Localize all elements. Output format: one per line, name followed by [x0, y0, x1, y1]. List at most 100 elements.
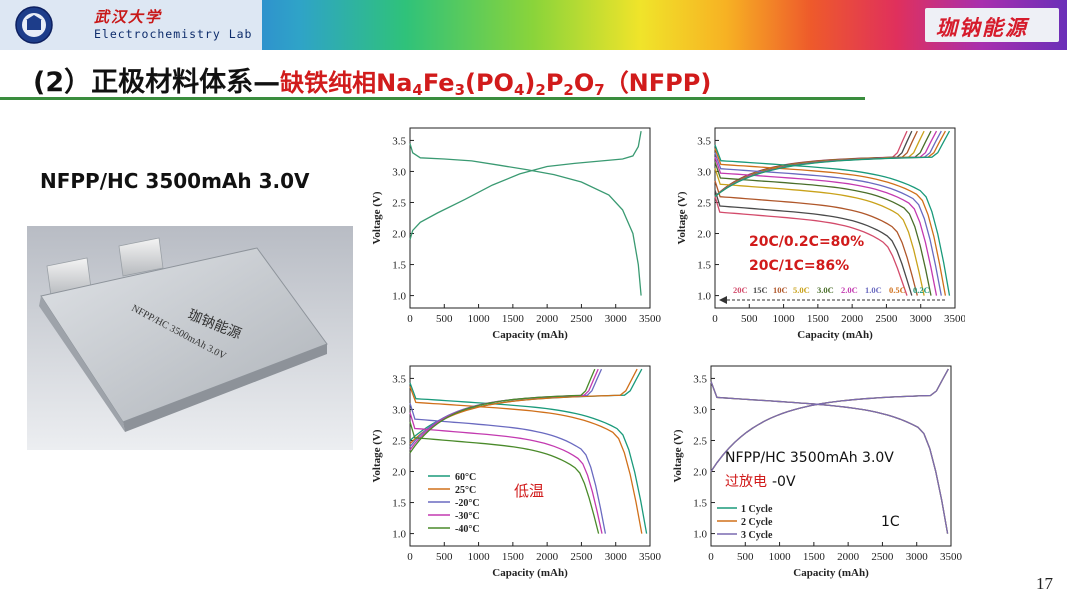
- discharge-3.0C: [714, 161, 932, 296]
- plot-frame: [710, 365, 952, 547]
- discharge-25°C: [409, 386, 643, 534]
- x-tick-label: 3000: [906, 551, 929, 563]
- y-tick-label: 3.5: [392, 135, 406, 147]
- rate-label: 2.0C: [841, 285, 858, 295]
- x-axis-label: Capacity (mAh): [492, 567, 568, 579]
- legend-label: 2 Cycle: [741, 517, 773, 528]
- y-tick-label: 1.0: [392, 529, 406, 541]
- rate-label: 15C: [753, 285, 768, 295]
- charge-3 Cycle: [710, 368, 949, 472]
- series-line-2: [409, 143, 642, 296]
- y-tick-label: 2.0: [392, 467, 406, 479]
- y-tick-label: 1.5: [392, 498, 406, 510]
- x-tick-label: 3000: [605, 551, 628, 563]
- slide-title: (2）正极材料体系—缺铁纯相Na4Fe3(PO4)2P2O7（NFPP): [33, 60, 711, 99]
- rate-label: 3.0C: [817, 285, 834, 295]
- y-tick-label: 2.0: [392, 229, 406, 241]
- y-axis-label: Voltage (V): [676, 191, 688, 244]
- cell-spec-label: NFPP/HC 3500mAh 3.0V: [725, 450, 894, 466]
- y-tick-label: 3.0: [693, 404, 707, 416]
- y-tick-label: 2.5: [693, 435, 707, 447]
- y-tick-label: 1.5: [693, 498, 707, 510]
- x-tick-label: 2500: [570, 551, 593, 563]
- discharge-60°C: [409, 382, 648, 534]
- x-tick-label: 2500: [570, 313, 593, 325]
- x-tick-label: 2000: [841, 313, 864, 325]
- discharge-0.2C: [714, 144, 951, 296]
- battery-photo: 珈钠能源 NFPP/HC 3500mAh 3.0V: [27, 226, 353, 450]
- legend-label: 1 Cycle: [741, 504, 773, 515]
- university-seal-icon: [15, 6, 53, 44]
- rate-label: 1C: [881, 514, 900, 530]
- x-tick-label: 2000: [536, 551, 559, 563]
- x-tick-label: 3000: [605, 313, 628, 325]
- x-tick-label: 3500: [639, 313, 662, 325]
- over-discharge-voltage: -0V: [772, 474, 796, 490]
- rate-arrow-head: [719, 296, 727, 304]
- charge-0.2C: [714, 130, 951, 197]
- plot-frame: [409, 127, 651, 309]
- brand-logo: 珈钠能源: [936, 16, 1028, 40]
- x-tick-label: 3500: [944, 313, 965, 325]
- legend-label: 3 Cycle: [741, 530, 773, 541]
- x-tick-label: 0: [712, 313, 718, 325]
- y-tick-label: 1.0: [697, 291, 711, 303]
- title-prefix: (2）正极材料体系—: [33, 67, 281, 98]
- discharge--30°C: [409, 412, 603, 534]
- y-tick-label: 3.0: [697, 166, 711, 178]
- x-tick-label: 1500: [807, 313, 830, 325]
- plot-frame: [714, 127, 956, 309]
- x-axis-label: Capacity (mAh): [492, 329, 568, 341]
- x-tick-label: 1000: [468, 313, 491, 325]
- chart-voltage-profile: 0 500 1000 1500 2000 2500 3000 3500 1.0 1.5 2.0 2.5…: [371, 127, 662, 341]
- discharge-1.0C: [714, 152, 942, 296]
- discharge--20°C: [409, 403, 607, 534]
- x-tick-label: 2000: [536, 313, 559, 325]
- page-number: 17: [1036, 574, 1053, 593]
- y-tick-label: 3.0: [392, 404, 406, 416]
- legend-label: -40°C: [455, 524, 480, 535]
- x-tick-label: 500: [436, 551, 453, 563]
- legend-label: -20°C: [455, 498, 480, 509]
- x-tick-label: 500: [741, 313, 758, 325]
- logo-area: 武汉大学 Electrochemistry Lab: [0, 0, 262, 50]
- cell-spec: NFPP/HC 3500mAh 3.0V: [40, 169, 310, 193]
- charge--20°C: [409, 368, 603, 448]
- x-tick-label: 0: [407, 313, 413, 325]
- over-discharge-label: 过放电: [725, 474, 767, 490]
- discharge-10C: [714, 180, 918, 296]
- y-tick-label: 1.5: [697, 260, 711, 272]
- y-axis-label: Voltage (V): [672, 429, 684, 482]
- legend-label: -30°C: [455, 511, 480, 522]
- y-axis-label: Voltage (V): [371, 429, 383, 482]
- legend-label: 60°C: [455, 472, 476, 483]
- x-tick-label: 2000: [837, 551, 860, 563]
- legend-label: 25°C: [455, 485, 476, 496]
- discharge-3 Cycle: [710, 381, 949, 534]
- charge--30°C: [409, 368, 599, 451]
- discharge-20C: [714, 196, 908, 296]
- rate-label: 0.5C: [889, 285, 906, 295]
- rate-label: 10C: [773, 285, 788, 295]
- y-tick-label: 2.0: [693, 467, 707, 479]
- discharge--40°C: [409, 421, 600, 534]
- discharge-5.0C: [714, 168, 925, 296]
- rate-ratio-2: 20C/1C=86%: [749, 258, 849, 274]
- x-tick-label: 0: [708, 551, 714, 563]
- x-tick-label: 2500: [871, 551, 894, 563]
- x-tick-label: 3000: [910, 313, 933, 325]
- x-tick-label: 1500: [803, 551, 826, 563]
- y-tick-label: 1.5: [392, 260, 406, 272]
- rate-label: 20C: [733, 285, 748, 295]
- y-tick-label: 3.5: [697, 135, 711, 147]
- low-temp-label: 低温: [514, 482, 544, 500]
- y-tick-label: 2.5: [392, 197, 406, 209]
- rate-label: 1.0C: [865, 285, 882, 295]
- x-tick-label: 500: [436, 313, 453, 325]
- y-tick-label: 3.5: [693, 373, 707, 385]
- chart-over-discharge: 0 500 1000 1500 2000 2500 3000 3500 1.0 1.5 2.0 2.5…: [672, 365, 963, 579]
- y-axis-label: Voltage (V): [371, 191, 383, 244]
- y-tick-label: 2.5: [697, 197, 711, 209]
- y-tick-label: 2.0: [697, 229, 711, 241]
- x-tick-label: 1000: [773, 313, 796, 325]
